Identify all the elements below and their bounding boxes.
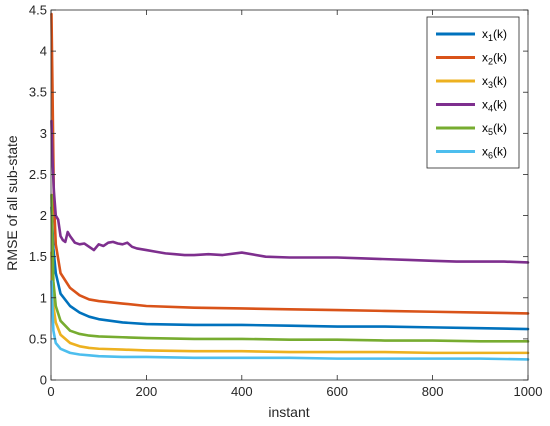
- y-tick-label: 3: [40, 126, 47, 141]
- x-tick-label: 600: [326, 384, 348, 399]
- series-line-4: [50, 119, 530, 264]
- series-line-1: [50, 206, 530, 331]
- y-tick-label: 0: [40, 373, 47, 388]
- legend-label-1: x1(k): [482, 27, 507, 43]
- y-tick-label: 1.5: [29, 249, 47, 264]
- y-tick-label: 2.5: [29, 167, 47, 182]
- legend-label-2: x2(k): [482, 51, 507, 67]
- legend-label-6: x6(k): [482, 145, 507, 161]
- x-tick-label: 800: [422, 384, 444, 399]
- plot-frame: [50, 9, 529, 381]
- y-axis-label: RMSE of all sub-state: [4, 135, 20, 271]
- plot-area: [50, 9, 530, 381]
- legend-label-3: x3(k): [482, 74, 507, 90]
- series-line-2: [50, 12, 530, 315]
- x-tick-label: 200: [136, 384, 158, 399]
- legend-label-4: x4(k): [482, 98, 507, 114]
- y-tick-label: 4: [40, 44, 47, 59]
- x-axis: 0 200 400 600 800 1000: [47, 10, 542, 399]
- y-tick-label: 0.5: [29, 331, 47, 346]
- x-tick-label: 1000: [514, 384, 543, 399]
- legend[interactable]: x1(k) x2(k) x3(k) x4(k) x5(k) x6(k): [426, 16, 520, 169]
- series-line-5: [50, 193, 530, 343]
- legend-box: [426, 16, 520, 169]
- y-tick-label: 4.5: [29, 3, 47, 18]
- y-tick-label: 2: [40, 208, 47, 223]
- y-axis: 0 0.5 1 1.5 2 2.5 3 3.5 4 4.5: [29, 3, 528, 388]
- x-tick-label: 0: [47, 384, 54, 399]
- series-line-6: [50, 280, 530, 361]
- legend-label-5: x5(k): [482, 121, 507, 137]
- x-axis-label: instant: [268, 404, 309, 420]
- y-tick-label: 3.5: [29, 85, 47, 100]
- x-tick-label: 400: [231, 384, 253, 399]
- y-tick-label: 1: [40, 290, 47, 305]
- series-line-3: [50, 251, 530, 355]
